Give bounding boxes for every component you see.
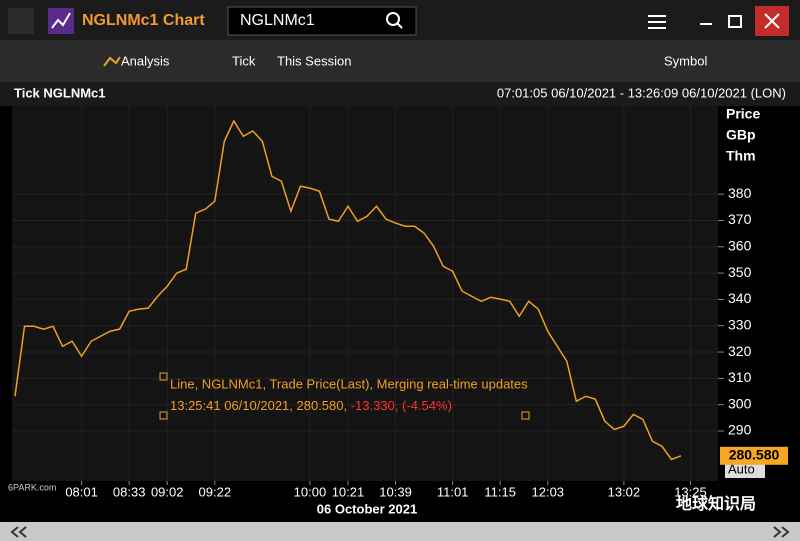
annotation-handle bbox=[521, 411, 530, 420]
y-tick-label: 370 bbox=[728, 211, 752, 227]
x-tick-label: 10:21 bbox=[332, 484, 365, 499]
x-tick-label: 10:39 bbox=[379, 484, 412, 499]
x-tick-label: 08:33 bbox=[113, 484, 146, 499]
y-tick-label: 350 bbox=[728, 264, 752, 280]
plot-area bbox=[12, 106, 718, 481]
scale-mode-box[interactable] bbox=[725, 461, 765, 478]
axis-unit: Thm bbox=[726, 148, 756, 164]
y-tick-label: 320 bbox=[728, 343, 752, 359]
y-tick-label: 330 bbox=[728, 316, 752, 332]
chart-header-title: Tick NGLNMc1 bbox=[14, 85, 106, 100]
y-tick-label: 300 bbox=[728, 395, 752, 411]
x-tick-label: 11:15 bbox=[484, 484, 516, 499]
annotation-handle bbox=[159, 411, 168, 420]
x-tick-label: 13:02 bbox=[608, 484, 641, 499]
y-tick-label: 310 bbox=[728, 369, 752, 385]
chart-icon bbox=[48, 8, 74, 34]
y-tick-label: 290 bbox=[728, 422, 752, 438]
search-text[interactable]: NGLNMc1 bbox=[240, 12, 315, 29]
y-tick-label: 340 bbox=[728, 290, 752, 306]
menu-icon bbox=[648, 21, 666, 23]
range-button[interactable]: This Session bbox=[277, 53, 351, 68]
menu-icon bbox=[648, 27, 666, 29]
chart-header bbox=[0, 82, 800, 106]
chart-icon-glyph bbox=[51, 12, 71, 29]
analysis-icon bbox=[103, 56, 121, 67]
toolbar bbox=[0, 40, 800, 82]
symbol-button[interactable]: Symbol bbox=[664, 53, 707, 68]
y-tick-label: 360 bbox=[728, 237, 752, 253]
price-line bbox=[14, 119, 682, 461]
x-tick-label: 11:01 bbox=[437, 484, 469, 499]
axis-unit: Price bbox=[726, 106, 760, 122]
x-tick-label: 13:25 bbox=[674, 484, 707, 499]
axis-unit: GBp bbox=[726, 127, 756, 143]
chart-time-range: 07:01:05 06/10/2021 - 13:26:09 06/10/202… bbox=[497, 85, 786, 100]
search-box[interactable] bbox=[227, 6, 417, 36]
annotation-handle bbox=[159, 372, 168, 381]
x-tick-label: 09:02 bbox=[151, 484, 184, 499]
x-tick-label: 08:01 bbox=[65, 484, 98, 499]
window-title: NGLNMc1 Chart bbox=[82, 12, 205, 29]
menu-icon[interactable] bbox=[648, 15, 666, 17]
scrollbar[interactable] bbox=[0, 522, 800, 541]
watermark: 6PARK.com bbox=[8, 482, 56, 492]
link-icon[interactable] bbox=[8, 8, 34, 34]
annotation-time-price: 13:25:41 06/10/2021, 280.580, bbox=[170, 398, 351, 413]
maximize-button[interactable] bbox=[728, 15, 742, 28]
x-axis-date: 06 October 2021 bbox=[317, 501, 417, 516]
search-icon-handle bbox=[396, 22, 403, 29]
scale-mode[interactable]: Auto bbox=[728, 461, 755, 476]
annotation-change-pct: (-4.54%) bbox=[402, 398, 452, 413]
scroll-arrows[interactable] bbox=[10, 526, 790, 538]
x-tick-label: 09:22 bbox=[199, 484, 232, 499]
watermark: 地球知识局 bbox=[676, 494, 756, 513]
search-icon[interactable] bbox=[386, 12, 400, 26]
analysis-button[interactable]: Analysis bbox=[121, 53, 170, 68]
x-tick-label: 10:00 bbox=[294, 484, 327, 499]
last-price-badge bbox=[720, 446, 788, 465]
annotation-change: -13.330, bbox=[351, 398, 402, 413]
annotation-text: Line, NGLNMc1, Trade Price(Last), Mergin… bbox=[170, 376, 528, 391]
close-glyph bbox=[764, 13, 780, 29]
last-price-label: 280.580 bbox=[729, 446, 780, 462]
x-tick-label: 12:03 bbox=[532, 484, 565, 499]
y-tick-label: 380 bbox=[728, 185, 752, 201]
interval-button[interactable]: Tick bbox=[232, 53, 256, 68]
annotation-text: 13:25:41 06/10/2021, 280.580, -13.330, (… bbox=[170, 398, 452, 413]
